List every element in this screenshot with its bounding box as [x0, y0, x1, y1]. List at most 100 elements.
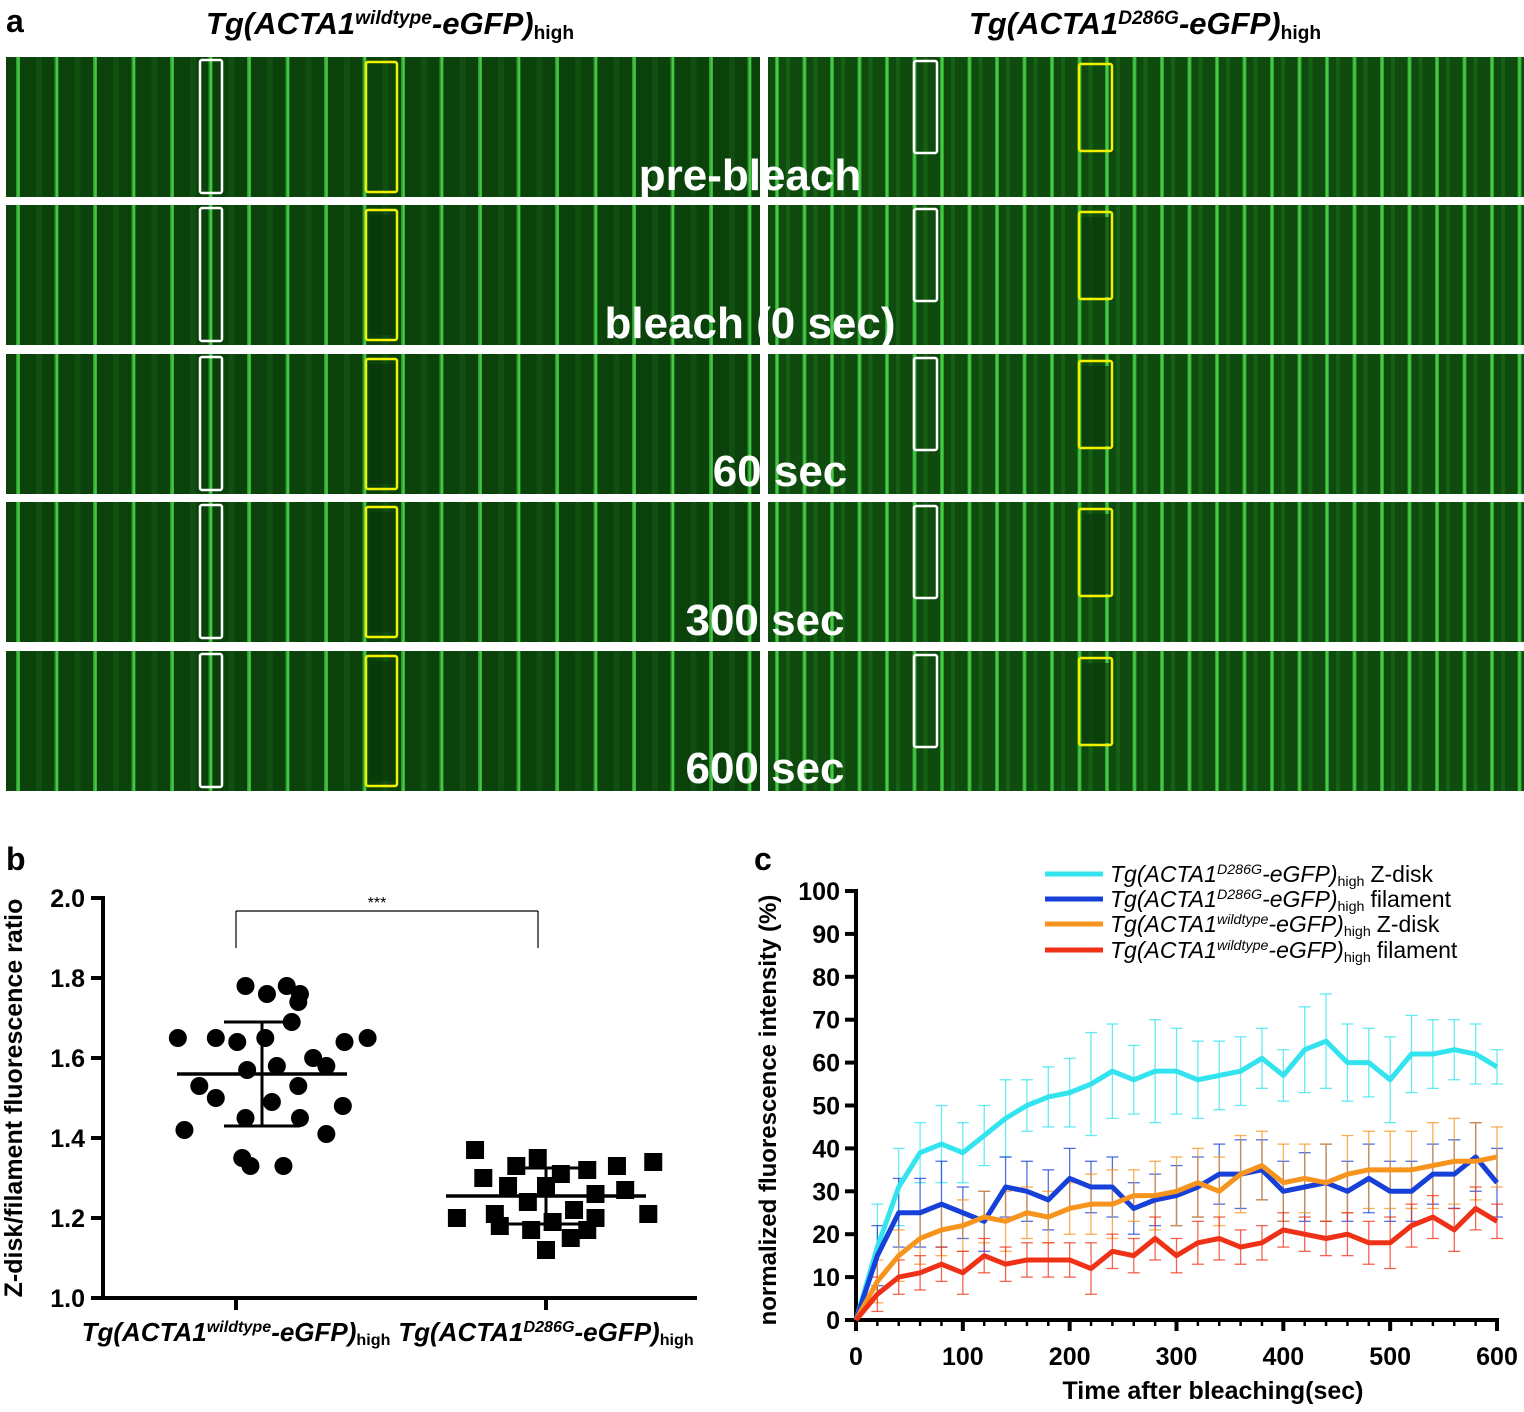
bleached-region-wildtype: [369, 661, 396, 781]
bleached-region-d286g: [1082, 514, 1111, 594]
timepoint-labels: pre-bleach bleach (0 sec) 60 sec 300 sec 600…: [604, 151, 895, 793]
data-point-wildtype: [274, 1157, 293, 1175]
micrograph-d286g-1: [768, 205, 1524, 345]
data-point-wildtype: [317, 1125, 336, 1143]
timepoint-label: bleach (0 sec): [604, 299, 895, 348]
panel-c-xtick-label: 300: [1156, 1343, 1198, 1371]
series-line-3: [854, 1205, 1499, 1322]
genotype-allele: wildtype: [1217, 912, 1269, 928]
data-point-d286g: [639, 1205, 658, 1223]
roi-filament-d286g: [1077, 210, 1114, 301]
data-point-d286g: [537, 1241, 555, 1259]
panel-a: a Tg(ACTA1wildtype-eGFP)high Tg(ACTA1 D28…: [6, 3, 1524, 793]
genotype-suffix: -eGFP): [271, 1317, 356, 1347]
genotype-level: high: [534, 23, 575, 44]
panel-b-ytick-label: 1.8: [50, 965, 85, 993]
bleached-region-d286g: [1082, 366, 1111, 446]
legend-entry: Tg(ACTA1wildtype-eGFP)high Z-disk: [1110, 911, 1440, 940]
panel-c-ytick-label: 70: [812, 1007, 840, 1035]
micrograph-grid: [6, 55, 1524, 793]
panel-b-points: [168, 977, 663, 1259]
roi-zdisk-wildtype: [198, 503, 224, 640]
data-point-wildtype: [241, 1157, 260, 1175]
genotype-allele: D286G: [1217, 862, 1262, 878]
genotype-prefix: Tg(ACTA1: [1110, 911, 1217, 937]
panel-c-xtick-label: 200: [1049, 1343, 1091, 1371]
data-point-wildtype: [262, 1093, 281, 1111]
genotype-prefix: Tg(ACTA1: [1110, 937, 1217, 963]
data-point-d286g: [507, 1157, 526, 1175]
panel-c-xtick-label: 100: [942, 1343, 984, 1371]
panel-c-xtick-label: 400: [1262, 1343, 1304, 1371]
genotype-suffix: -eGFP): [432, 6, 534, 41]
panel-c-axes: 0 10 20 30 40 50 60 70 80 90 100 0 100 200 300 400 500 60…: [798, 878, 1518, 1371]
data-point-d286g: [586, 1185, 605, 1203]
genotype-level: high: [1337, 874, 1364, 890]
data-point-wildtype: [267, 1057, 286, 1075]
roi-zdisk-wildtype: [198, 652, 224, 789]
genotype-allele: D286G: [1217, 887, 1262, 903]
panel-c-label: c: [754, 841, 772, 877]
data-point-d286g: [528, 1149, 547, 1167]
legend-entry: Tg(ACTA1D286G-eGFP)high filament: [1110, 886, 1452, 915]
roi-filament-d286g: [1077, 359, 1114, 450]
genotype-prefix: Tg(ACTA1: [82, 1317, 207, 1347]
data-point-d286g: [644, 1153, 663, 1171]
genotype-prefix: Tg(ACTA1: [1110, 886, 1217, 912]
data-point-wildtype: [277, 977, 296, 995]
data-point-d286g: [607, 1157, 626, 1175]
panel-b-axes: 1.01.21.41.61.82.0Tg(ACTA1wildtype-eGFP)…: [50, 885, 697, 1349]
data-point-wildtype: [289, 993, 308, 1011]
data-point-wildtype: [257, 985, 276, 1003]
data-point-wildtype: [335, 1033, 354, 1051]
panel-c-legend: Tg(ACTA1D286G-eGFP)high Z-diskTg(ACTA1D28…: [1045, 861, 1458, 966]
data-point-d286g: [466, 1141, 485, 1159]
bleached-region-wildtype: [369, 512, 396, 632]
panel-b-ytick-label: 1.0: [50, 1285, 85, 1313]
genotype-suffix: -eGFP): [1262, 886, 1337, 912]
data-point-wildtype: [317, 1057, 336, 1075]
column-title-wildtype: Tg(ACTA1wildtype-eGFP)high: [206, 6, 574, 44]
data-point-wildtype: [256, 1029, 275, 1047]
panel-a-label: a: [6, 3, 24, 39]
roi-zdisk-d286g: [912, 356, 939, 452]
panel-c-ytick-label: 60: [812, 1050, 840, 1078]
bleached-region-wildtype: [369, 364, 396, 484]
panel-c-xtick-label: 0: [849, 1343, 863, 1371]
genotype-allele: wildtype: [207, 1318, 271, 1336]
legend-tail: filament: [1377, 937, 1458, 963]
panel-b-label: b: [6, 841, 26, 877]
genotype-prefix: Tg(ACTA1: [206, 6, 355, 41]
genotype-allele: D286G: [1118, 8, 1179, 29]
legend-tail: Z-disk: [1377, 911, 1440, 937]
genotype-suffix: -eGFP): [1262, 861, 1337, 887]
data-point-wildtype: [304, 1049, 323, 1067]
data-point-d286g: [447, 1209, 466, 1227]
data-point-wildtype: [333, 1097, 352, 1115]
data-point-wildtype: [238, 1061, 257, 1079]
legend-entry: Tg(ACTA1D286G-eGFP)high Z-disk: [1110, 861, 1434, 890]
panel-c-ytick-label: 30: [812, 1178, 840, 1206]
genotype-allele: D286G: [523, 1318, 575, 1336]
timepoint-label: 600 sec: [685, 744, 844, 793]
panel-b: b Z-disk/filament fluorescence ratio 1.0…: [0, 841, 697, 1349]
roi-filament-wildtype: [364, 60, 399, 194]
data-point-wildtype: [289, 1077, 308, 1095]
roi-zdisk-d286g: [912, 207, 939, 303]
genotype-suffix: -eGFP): [1179, 6, 1281, 41]
panel-c-xtick-label: 600: [1476, 1343, 1518, 1371]
panel-b-ytick-label: 1.4: [50, 1125, 85, 1153]
panel-c-ytick-label: 20: [812, 1221, 840, 1249]
data-point-wildtype: [190, 1077, 209, 1095]
panel-b-ytick-label: 1.2: [50, 1205, 85, 1233]
data-point-d286g: [565, 1201, 584, 1219]
roi-filament-d286g: [1077, 507, 1114, 598]
panel-c: c normalized fluorescence intensity (%) …: [754, 841, 1518, 1405]
legend-tail: filament: [1370, 886, 1451, 912]
roi-filament-wildtype: [364, 357, 399, 491]
legend-tail: Z-disk: [1370, 861, 1433, 887]
data-point-wildtype: [175, 1121, 194, 1139]
roi-zdisk-d286g: [912, 504, 939, 600]
significance-stars: ***: [368, 895, 387, 912]
